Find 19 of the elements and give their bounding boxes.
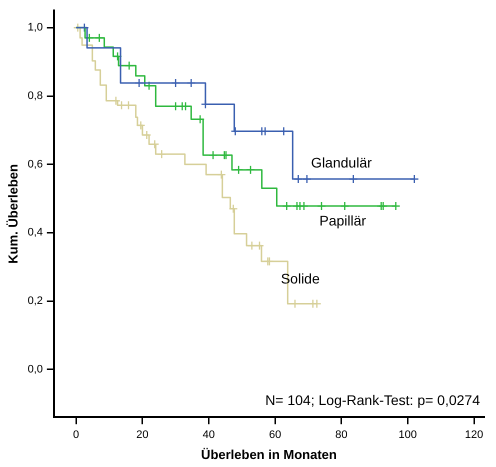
x-tick-label: 60 xyxy=(268,428,282,441)
y-tick-label: 0,8 xyxy=(28,90,43,102)
series-label: Solide xyxy=(280,270,320,287)
x-tick-label: 80 xyxy=(335,428,348,441)
x-tick-label: 0 xyxy=(73,428,80,441)
x-axis-title: Überleben in Monaten xyxy=(201,446,337,462)
y-tick-label: 0,6 xyxy=(28,158,43,170)
y-tick-label: 0,0 xyxy=(28,363,43,376)
x-tick-label: 40 xyxy=(202,428,215,441)
x-tick-label: 100 xyxy=(398,428,417,441)
y-tick-label: 0,2 xyxy=(28,295,43,308)
annotation: N= 104; Log-Rank-Test: p= 0,0274 xyxy=(265,392,480,408)
y-axis-title: Kum. Überleben xyxy=(5,164,20,264)
series-label: Papillär xyxy=(319,212,366,228)
y-tick-label: 1,0 xyxy=(28,22,43,34)
x-tick-label: 20 xyxy=(136,428,149,441)
x-tick-label: 120 xyxy=(464,428,484,441)
y-tick-label: 0,4 xyxy=(28,226,43,239)
series-label: Glandulär xyxy=(311,154,372,171)
